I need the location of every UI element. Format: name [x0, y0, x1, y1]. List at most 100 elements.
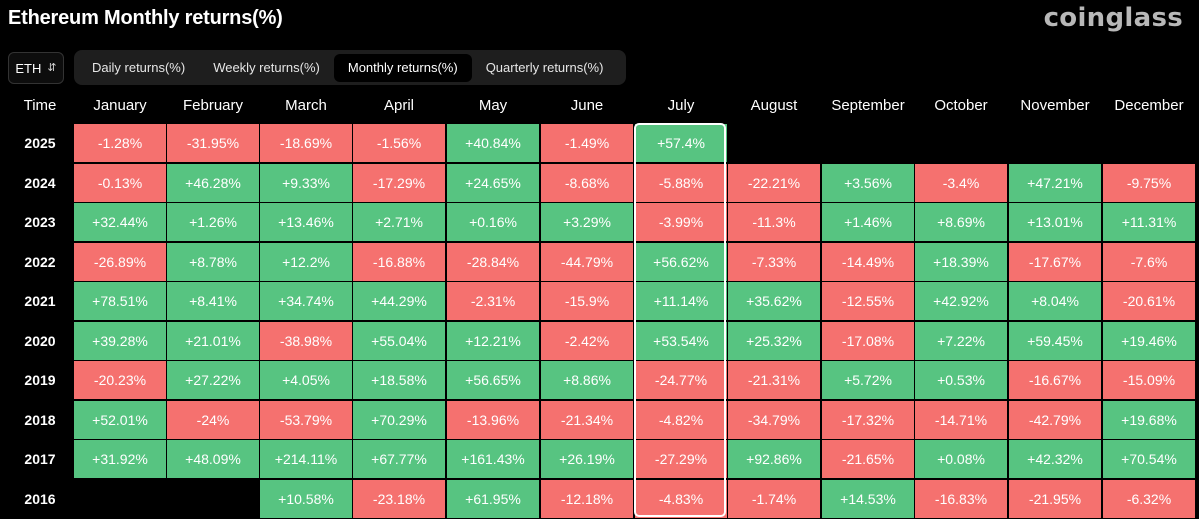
return-cell: +8.04% [1009, 282, 1101, 320]
return-cell: +21.01% [167, 321, 259, 360]
return-cell: -11.3% [728, 203, 820, 241]
row-year: 2016 [24, 490, 56, 507]
table-row: 2019 -20.23% +27.22% +4.05% +18.58% +56.65% +8… [0, 361, 1199, 399]
return-cell: +10.58% [260, 479, 352, 518]
return-cell: +12.2% [260, 242, 352, 281]
tab-monthly-returns[interactable]: Monthly returns(%) [333, 53, 472, 82]
column-header-august: August [750, 96, 798, 114]
return-cell: +27.22% [167, 361, 259, 399]
return-cell: +78.51% [74, 282, 166, 320]
return-cell: +39.28% [74, 321, 166, 360]
return-cell: -17.29% [353, 163, 445, 202]
row-year: 2024 [24, 174, 56, 191]
return-cell: +13.01% [1009, 203, 1101, 241]
tab-quarterly-returns[interactable]: Quarterly returns(%) [485, 60, 604, 75]
asset-select[interactable]: ETH ⇵ [8, 52, 64, 84]
return-cell: +3.29% [541, 203, 633, 241]
return-cell: +0.16% [447, 203, 539, 241]
return-cell: +67.77% [353, 440, 445, 478]
return-cell: +26.19% [541, 440, 633, 478]
return-cell: +14.53% [822, 479, 914, 518]
return-cell: -4.82% [635, 400, 727, 439]
return-cell: +25.32% [728, 321, 820, 360]
period-tabs: Daily returns(%) Weekly returns(%) Month… [74, 50, 626, 85]
return-cell: -27.29% [635, 440, 727, 478]
return-cell: +8.78% [167, 242, 259, 281]
return-cell: -28.84% [447, 242, 539, 281]
return-cell: -14.71% [915, 400, 1007, 439]
return-cell: +4.05% [260, 361, 352, 399]
row-year: 2018 [24, 411, 56, 428]
return-cell: +1.26% [167, 203, 259, 241]
return-cell: -4.83% [635, 479, 727, 518]
return-cell: -53.79% [260, 400, 352, 439]
column-header-february: February [182, 96, 244, 114]
return-cell: +0.08% [915, 440, 1007, 478]
return-cell: +161.43% [447, 440, 539, 478]
column-header-january: January [93, 96, 147, 114]
return-cell: -2.31% [447, 282, 539, 320]
return-cell: -12.18% [541, 479, 633, 518]
return-cell: -1.56% [353, 124, 445, 162]
column-header-march: March [285, 96, 327, 114]
return-cell: +3.56% [822, 163, 914, 202]
table-row: 2016 +10.58% -23.18% +61.95% -12.18% -4.83% -1… [0, 479, 1199, 518]
return-cell: -34.79% [728, 400, 820, 439]
return-cell: +8.41% [167, 282, 259, 320]
return-cell: -24% [167, 400, 259, 439]
return-cell: -31.95% [167, 124, 259, 162]
return-cell: +70.29% [353, 400, 445, 439]
return-cell: -16.83% [915, 479, 1007, 518]
return-cell: -2.42% [541, 321, 633, 360]
column-header-october: October [934, 96, 988, 114]
tab-weekly-returns[interactable]: Weekly returns(%) [213, 60, 320, 75]
row-year: 2020 [24, 332, 56, 349]
return-cell: -21.95% [1009, 479, 1101, 518]
return-cell: +8.69% [915, 203, 1007, 241]
row-year: 2025 [24, 135, 56, 151]
return-cell: -23.18% [353, 479, 445, 518]
return-cell: -12.55% [822, 282, 914, 320]
return-cell: -9.75% [1103, 163, 1195, 202]
tab-daily-returns[interactable]: Daily returns(%) [92, 60, 186, 75]
return-cell: -3.99% [635, 203, 727, 241]
column-header-time: Time [23, 96, 57, 114]
column-header-september: September [831, 96, 905, 114]
table-row: 2025 -1.28% -31.95% -18.69% -1.56% +40.84% -1.… [0, 124, 1199, 162]
return-cell: -20.61% [1103, 282, 1195, 320]
return-cell: -21.31% [728, 361, 820, 399]
return-cell: -1.74% [728, 479, 820, 518]
row-year: 2023 [24, 214, 56, 230]
return-cell: +92.86% [728, 440, 820, 478]
return-cell: -13.96% [447, 400, 539, 439]
return-cell: +52.01% [74, 400, 166, 439]
return-cell: -17.08% [822, 321, 914, 360]
table-row: 2024 -0.13% +46.28% +9.33% -17.29% +24.65% -8.… [0, 163, 1199, 202]
return-cell: +44.29% [353, 282, 445, 320]
row-year: 2017 [24, 451, 56, 467]
return-cell: +7.22% [915, 321, 1007, 360]
return-cell: -16.88% [353, 242, 445, 281]
return-cell: -0.13% [74, 163, 166, 202]
table-row: 2021 +78.51% +8.41% +34.74% +44.29% -2.31% -15… [0, 282, 1199, 320]
return-cell: +59.45% [1009, 321, 1101, 360]
return-cell: +56.62% [635, 242, 727, 281]
return-cell: +46.28% [167, 163, 259, 202]
return-cell: -21.65% [822, 440, 914, 478]
column-header-june: June [570, 96, 604, 114]
return-cell: -5.88% [635, 163, 727, 202]
return-cell: +0.53% [915, 361, 1007, 399]
return-cell: +19.46% [1103, 321, 1195, 360]
return-cell: +34.74% [260, 282, 352, 320]
return-cell: +8.86% [541, 361, 633, 399]
return-cell: +53.54% [635, 321, 727, 360]
return-cell: +214.11% [260, 440, 352, 478]
column-header-november: November [1020, 96, 1090, 114]
return-cell: +47.21% [1009, 163, 1101, 202]
column-header-july: July [667, 96, 695, 114]
return-cell: +32.44% [74, 203, 166, 241]
return-cell: -3.4% [915, 163, 1007, 202]
table-row: 2017 +31.92% +48.09% +214.11% +67.77% +161.43… [0, 440, 1199, 478]
column-header-april: April [383, 96, 414, 114]
